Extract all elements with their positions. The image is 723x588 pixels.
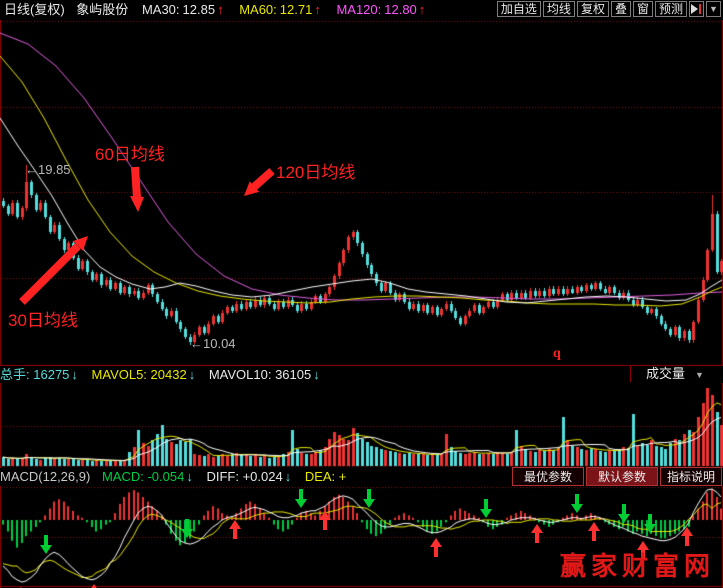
- buy-signal-arrow-icon: [637, 541, 649, 561]
- left-arrow-icon: ←: [190, 336, 203, 351]
- window-button[interactable]: 窗: [632, 1, 653, 17]
- adjust-price-button[interactable]: 复权: [576, 1, 609, 17]
- indicator-help-button[interactable]: 指标说明: [660, 467, 722, 486]
- volume-header-separator: [630, 366, 631, 382]
- high-price-label: ←19.85: [25, 162, 71, 177]
- sell-signal-arrow-icon: [295, 489, 307, 509]
- buy-signal-arrow-icon: [319, 511, 331, 531]
- macd-title: MACD(12,26,9): [0, 469, 91, 484]
- axis-q-marker: q: [553, 346, 561, 361]
- diff-value-field: DIFF: +0.024 ↓: [206, 469, 292, 484]
- ma60-indicator: MA60: 12.71 ↑: [239, 2, 321, 17]
- down-arrow-icon: ↓: [188, 367, 196, 382]
- down-arrow-icon: ↓: [186, 469, 193, 484]
- buy-signal-arrow-icon: [91, 583, 97, 588]
- optimal-params-button[interactable]: 最优参数: [512, 467, 584, 486]
- ma120-indicator: MA120: 12.80 ↑: [336, 2, 426, 17]
- toolbar: 日线(复权) 象屿股份 MA30: 12.85 ↑ MA60: 12.71 ↑ MA12…: [0, 0, 723, 20]
- macd-value-field: MACD: -0.054 ↓: [101, 469, 193, 484]
- default-params-button[interactable]: 默认参数: [586, 467, 658, 486]
- down-arrow-icon: ↓: [284, 469, 292, 484]
- sell-signal-arrow-icon: [181, 519, 193, 538]
- down-arrow-icon: ↓: [313, 367, 320, 382]
- ma30-annotation-label: 30日均线: [8, 311, 78, 330]
- buy-signal-arrow-icon: [229, 520, 241, 540]
- buy-signal-arrow-icon: [588, 521, 600, 541]
- period-label[interactable]: 日线(复权): [4, 2, 65, 17]
- left-arrow-icon: ←: [25, 162, 38, 177]
- ma-lines-button[interactable]: 均线: [542, 1, 575, 17]
- add-watchlist-button[interactable]: 加自选: [496, 1, 541, 17]
- toolbar-buttons: 加自选 均线 复权 叠 窗 预测 ▼: [496, 1, 721, 17]
- ma60-annotation-label: 60日均线: [95, 145, 165, 164]
- buy-signal-arrow-icon: [430, 537, 442, 557]
- dea-value-field: DEA: +: [304, 469, 347, 484]
- buy-signal-arrow-icon: [531, 523, 543, 543]
- sell-signal-arrow-icon: [40, 535, 52, 555]
- toolbar-dropdown-icon[interactable]: ▼: [706, 1, 721, 17]
- ma30-indicator: MA30: 12.85 ↑: [141, 2, 224, 17]
- total-volume-field: 总手: 16275 ↓: [0, 367, 78, 382]
- ma30-up-arrow-icon: ↑: [217, 2, 224, 17]
- sell-signal-arrow-icon: [618, 504, 630, 524]
- forecast-button[interactable]: 预测: [654, 1, 687, 17]
- volume-header: 总手: 16275 ↓ MAVOL5: 20432 ↓ MAVOL10: 36105…: [0, 365, 723, 383]
- ma120-annotation-label: 120日均线: [276, 163, 356, 182]
- buy-signal-arrow-icon: [681, 527, 693, 547]
- jump-to-latest-icon[interactable]: [689, 1, 704, 17]
- mavol5-field: MAVOL5: 20432 ↓: [91, 367, 196, 382]
- sell-signal-arrow-icon: [571, 493, 583, 513]
- mavol10-field: MAVOL10: 36105 ↓: [208, 367, 320, 382]
- indicator-selector[interactable]: 成交量 ▼: [646, 366, 704, 381]
- stock-name: 象屿股份: [76, 2, 129, 17]
- ma120-up-arrow-icon: ↑: [418, 2, 426, 17]
- low-price-label: ←10.04: [190, 336, 236, 351]
- down-arrow-icon: ↓: [71, 367, 78, 382]
- chevron-down-icon: ▼: [695, 370, 704, 380]
- sell-signal-arrow-icon: [480, 499, 492, 519]
- sell-signal-arrow-icon: [644, 514, 656, 534]
- watermark: 赢家财富网: [560, 552, 716, 581]
- ma60-up-arrow-icon: ↑: [314, 2, 321, 17]
- overlay-button[interactable]: 叠: [610, 1, 631, 17]
- sell-signal-arrow-icon: [363, 489, 375, 509]
